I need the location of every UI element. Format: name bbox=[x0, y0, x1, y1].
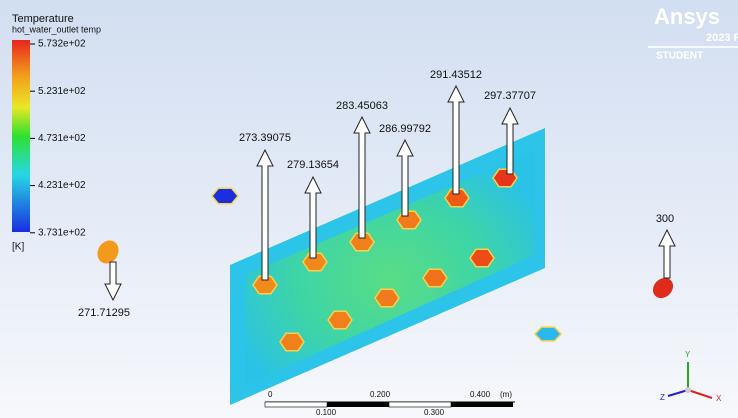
page: Temperature hot_water_outlet temp 5.732e… bbox=[0, 0, 738, 418]
annotation: 279.13654 bbox=[287, 159, 339, 171]
legend-tick-label: 3.731e+02 bbox=[38, 227, 86, 238]
scale-label: 0.300 bbox=[424, 408, 445, 417]
annotation: 271.71295 bbox=[78, 307, 130, 319]
scale-label: (m) bbox=[500, 390, 512, 399]
triad-origin bbox=[685, 387, 691, 393]
logo-edition: STUDENT bbox=[656, 51, 703, 62]
logo-brand: Ansys bbox=[654, 4, 720, 29]
triad-label: X bbox=[716, 394, 722, 403]
scale-label: 0 bbox=[268, 390, 273, 399]
spot bbox=[375, 289, 399, 306]
legend-unit: [K] bbox=[12, 242, 24, 253]
spot bbox=[280, 333, 304, 350]
annotation: 291.43512 bbox=[430, 69, 482, 81]
annotation: 283.45063 bbox=[336, 100, 388, 112]
legend-tick-label: 5.231e+02 bbox=[38, 86, 86, 97]
scale-label: 0.100 bbox=[316, 408, 337, 417]
spot bbox=[212, 188, 238, 204]
scale-label: 0.200 bbox=[370, 390, 391, 399]
spot bbox=[423, 269, 447, 286]
scale-seg bbox=[265, 402, 327, 407]
annotation: 297.37707 bbox=[484, 90, 536, 102]
legend-tick-label: 5.732e+02 bbox=[38, 39, 86, 50]
legend-tick-label: 4.231e+02 bbox=[38, 180, 86, 191]
spot bbox=[328, 311, 352, 328]
spot bbox=[535, 327, 561, 341]
legend-subtitle: hot_water_outlet temp bbox=[12, 24, 101, 34]
scale-seg bbox=[451, 402, 513, 407]
legend-tick-label: 4.731e+02 bbox=[38, 133, 86, 144]
spot bbox=[397, 211, 421, 228]
annotation: 300 bbox=[656, 213, 674, 225]
annotation: 286.99792 bbox=[379, 123, 431, 135]
annotation: 273.39075 bbox=[239, 132, 291, 144]
scale-seg bbox=[327, 402, 389, 407]
logo-version: 2023 R bbox=[706, 32, 738, 44]
viewport: Temperature hot_water_outlet temp 5.732e… bbox=[0, 0, 738, 418]
legend-title: Temperature bbox=[12, 13, 74, 25]
scale-seg bbox=[389, 402, 451, 407]
color-bar bbox=[12, 40, 30, 232]
triad-label: Z bbox=[660, 393, 665, 402]
scale-label: 0.400 bbox=[470, 390, 491, 399]
triad-label: Y bbox=[685, 350, 691, 359]
spot bbox=[470, 249, 494, 266]
